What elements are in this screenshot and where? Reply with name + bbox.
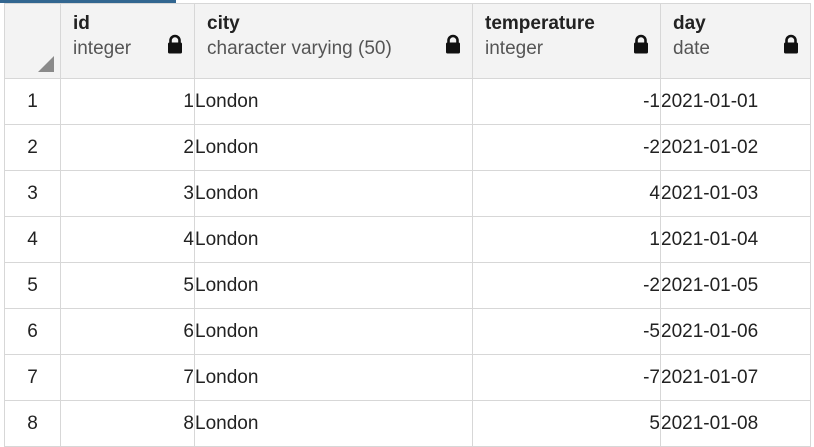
cell-city[interactable]: London <box>194 216 473 263</box>
cell-temperature[interactable]: -2 <box>472 262 661 309</box>
cell-day[interactable]: 2021-01-05 <box>660 262 811 309</box>
column-header-temperature[interactable]: temperature integer <box>472 3 661 79</box>
row-number[interactable]: 5 <box>4 262 61 309</box>
cell-temperature[interactable]: 1 <box>472 216 661 263</box>
table-row[interactable]: 5 5 London -2 2021-01-05 <box>4 262 811 309</box>
cell-city[interactable]: London <box>194 262 473 309</box>
cell-id[interactable]: 7 <box>60 354 195 401</box>
cell-temperature[interactable]: -5 <box>472 308 661 355</box>
column-header-city[interactable]: city character varying (50) <box>194 3 473 79</box>
table-row[interactable]: 8 8 London 5 2021-01-08 <box>4 400 811 447</box>
column-header-day[interactable]: day date <box>660 3 811 79</box>
select-all-corner-icon[interactable] <box>38 56 54 72</box>
cell-temperature[interactable]: -2 <box>472 124 661 171</box>
table-row[interactable]: 1 1 London -1 2021-01-01 <box>4 78 811 125</box>
active-tab-indicator <box>0 0 176 3</box>
select-all-cell[interactable] <box>4 3 61 79</box>
cell-day[interactable]: 2021-01-07 <box>660 354 811 401</box>
cell-id[interactable]: 5 <box>60 262 195 309</box>
column-name: city <box>207 13 240 34</box>
row-number[interactable]: 3 <box>4 170 61 217</box>
row-number[interactable]: 8 <box>4 400 61 447</box>
cell-city[interactable]: London <box>194 78 473 125</box>
lock-icon <box>634 34 648 54</box>
cell-temperature[interactable]: 5 <box>472 400 661 447</box>
column-type: integer <box>73 38 132 59</box>
row-number[interactable]: 7 <box>4 354 61 401</box>
cell-id[interactable]: 6 <box>60 308 195 355</box>
lock-icon <box>784 34 798 54</box>
cell-city[interactable]: London <box>194 308 473 355</box>
cell-id[interactable]: 2 <box>60 124 195 171</box>
column-header-id[interactable]: id integer <box>60 3 195 79</box>
cell-id[interactable]: 1 <box>60 78 195 125</box>
result-table: id integer city character varying (50) <box>4 3 811 447</box>
cell-day[interactable]: 2021-01-01 <box>660 78 811 125</box>
cell-id[interactable]: 3 <box>60 170 195 217</box>
column-type: integer <box>485 38 544 59</box>
cell-day[interactable]: 2021-01-02 <box>660 124 811 171</box>
table-row[interactable]: 3 3 London 4 2021-01-03 <box>4 170 811 217</box>
lock-icon <box>168 34 182 54</box>
column-name: temperature <box>485 13 595 34</box>
cell-day[interactable]: 2021-01-03 <box>660 170 811 217</box>
column-name: id <box>73 13 90 34</box>
cell-day[interactable]: 2021-01-06 <box>660 308 811 355</box>
column-type: date <box>673 38 710 59</box>
table-row[interactable]: 2 2 London -2 2021-01-02 <box>4 124 811 171</box>
cell-id[interactable]: 4 <box>60 216 195 263</box>
table-row[interactable]: 6 6 London -5 2021-01-06 <box>4 308 811 355</box>
cell-temperature[interactable]: -1 <box>472 78 661 125</box>
column-name: day <box>673 13 706 34</box>
row-number[interactable]: 4 <box>4 216 61 263</box>
cell-temperature[interactable]: -7 <box>472 354 661 401</box>
cell-city[interactable]: London <box>194 400 473 447</box>
cell-day[interactable]: 2021-01-04 <box>660 216 811 263</box>
cell-day[interactable]: 2021-01-08 <box>660 400 811 447</box>
table-row[interactable]: 4 4 London 1 2021-01-04 <box>4 216 811 263</box>
row-number[interactable]: 2 <box>4 124 61 171</box>
header-row: id integer city character varying (50) <box>4 3 811 79</box>
cell-city[interactable]: London <box>194 354 473 401</box>
table-row[interactable]: 7 7 London -7 2021-01-07 <box>4 354 811 401</box>
row-number[interactable]: 1 <box>4 78 61 125</box>
lock-icon <box>446 34 460 54</box>
cell-city[interactable]: London <box>194 124 473 171</box>
row-number[interactable]: 6 <box>4 308 61 355</box>
cell-city[interactable]: London <box>194 170 473 217</box>
cell-temperature[interactable]: 4 <box>472 170 661 217</box>
cell-id[interactable]: 8 <box>60 400 195 447</box>
column-type: character varying (50) <box>207 38 392 59</box>
